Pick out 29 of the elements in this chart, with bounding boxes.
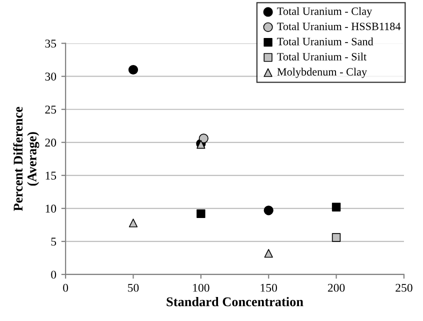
y-tick-label: 10 [46,204,56,213]
point [198,134,208,144]
y-axis-title: Percent Difference (Average) [13,106,40,211]
y-tick-label: 5 [51,238,56,246]
point [128,218,138,228]
x-axis-title: Standard Concentration [166,296,304,306]
point [264,248,273,258]
x-tick-label: 100 [193,284,210,292]
point [332,233,341,242]
y-tick-label: 25 [45,106,56,114]
legend-label: Total Uranium - Silt [277,52,367,60]
x-tick-label: 200 [328,284,345,292]
legend-label: Total Uranium - Sand [277,38,374,46]
x-tick-label: 150 [260,284,278,292]
y-tick-label: 15 [46,172,56,180]
y-tick-label: 20 [45,138,56,147]
x-tick-label: 0 [63,284,68,292]
legend-label: Total Uranium - HSSB1184 [277,22,401,30]
point [264,206,274,216]
y-tick-label: 30 [45,72,56,81]
x-tick-label: 50 [128,284,139,292]
x-tick-label: 250 [396,284,412,292]
y-tick-label: 35 [45,40,56,48]
legend-label: Molybdenum - Clay [277,68,368,78]
y-tick-label: 0 [51,270,56,279]
point [128,64,138,75]
legend-label: Total Uranium - Clay [277,7,372,18]
point [196,209,206,218]
point [332,202,341,212]
